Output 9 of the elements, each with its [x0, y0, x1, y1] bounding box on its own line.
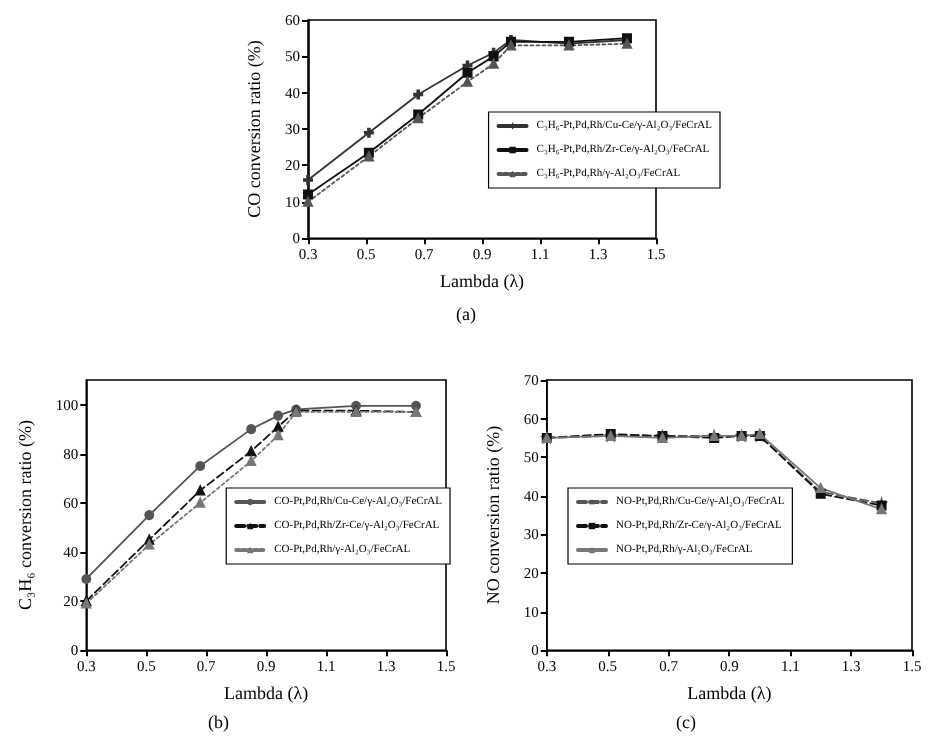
y-axis-title: CO conversion ratio (%)	[244, 40, 265, 218]
text: (c)	[676, 712, 696, 732]
x-axis-title: Lambda (λ)	[439, 271, 525, 291]
x-axis-title: Lambda (λ)	[224, 683, 309, 703]
y-axis-title: C₃H₆ conversion ratio (%)	[15, 420, 35, 611]
x-axis-title: Lambda (λ)	[687, 683, 772, 703]
y-axis-title: NO conversion ratio (%)	[483, 425, 503, 605]
text: (b)	[208, 712, 229, 732]
text: (a)	[456, 304, 476, 324]
